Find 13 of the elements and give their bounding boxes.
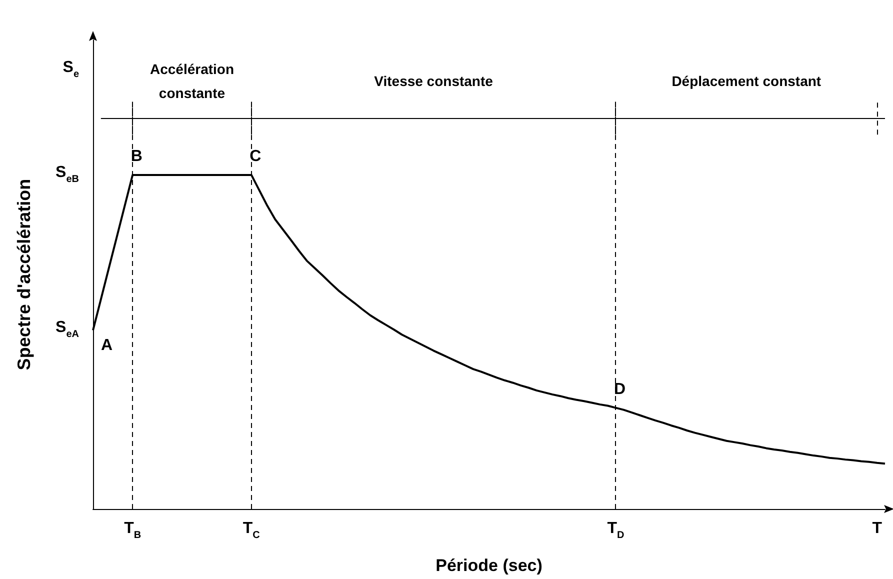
y-axis-title: Spectre d'accélération xyxy=(14,178,34,370)
text: S$_{eB}$ xyxy=(56,164,79,185)
x-tick-label: T$_{B}$ xyxy=(124,520,142,541)
text: S$_{e}$ xyxy=(62,59,79,80)
text: Déplacement constant xyxy=(670,72,822,92)
text: Vitesse constante xyxy=(373,72,494,92)
x-tick-label: T$_{D}$ xyxy=(607,520,624,541)
x-tick-label: T xyxy=(872,520,882,537)
x-axis-title: Période (sec) xyxy=(436,556,542,575)
text: S$_{eA}$ xyxy=(56,319,79,340)
annotation: A xyxy=(101,337,113,354)
text: Accélération constante xyxy=(148,60,236,104)
x-tick-label: T$_{C}$ xyxy=(242,520,260,541)
